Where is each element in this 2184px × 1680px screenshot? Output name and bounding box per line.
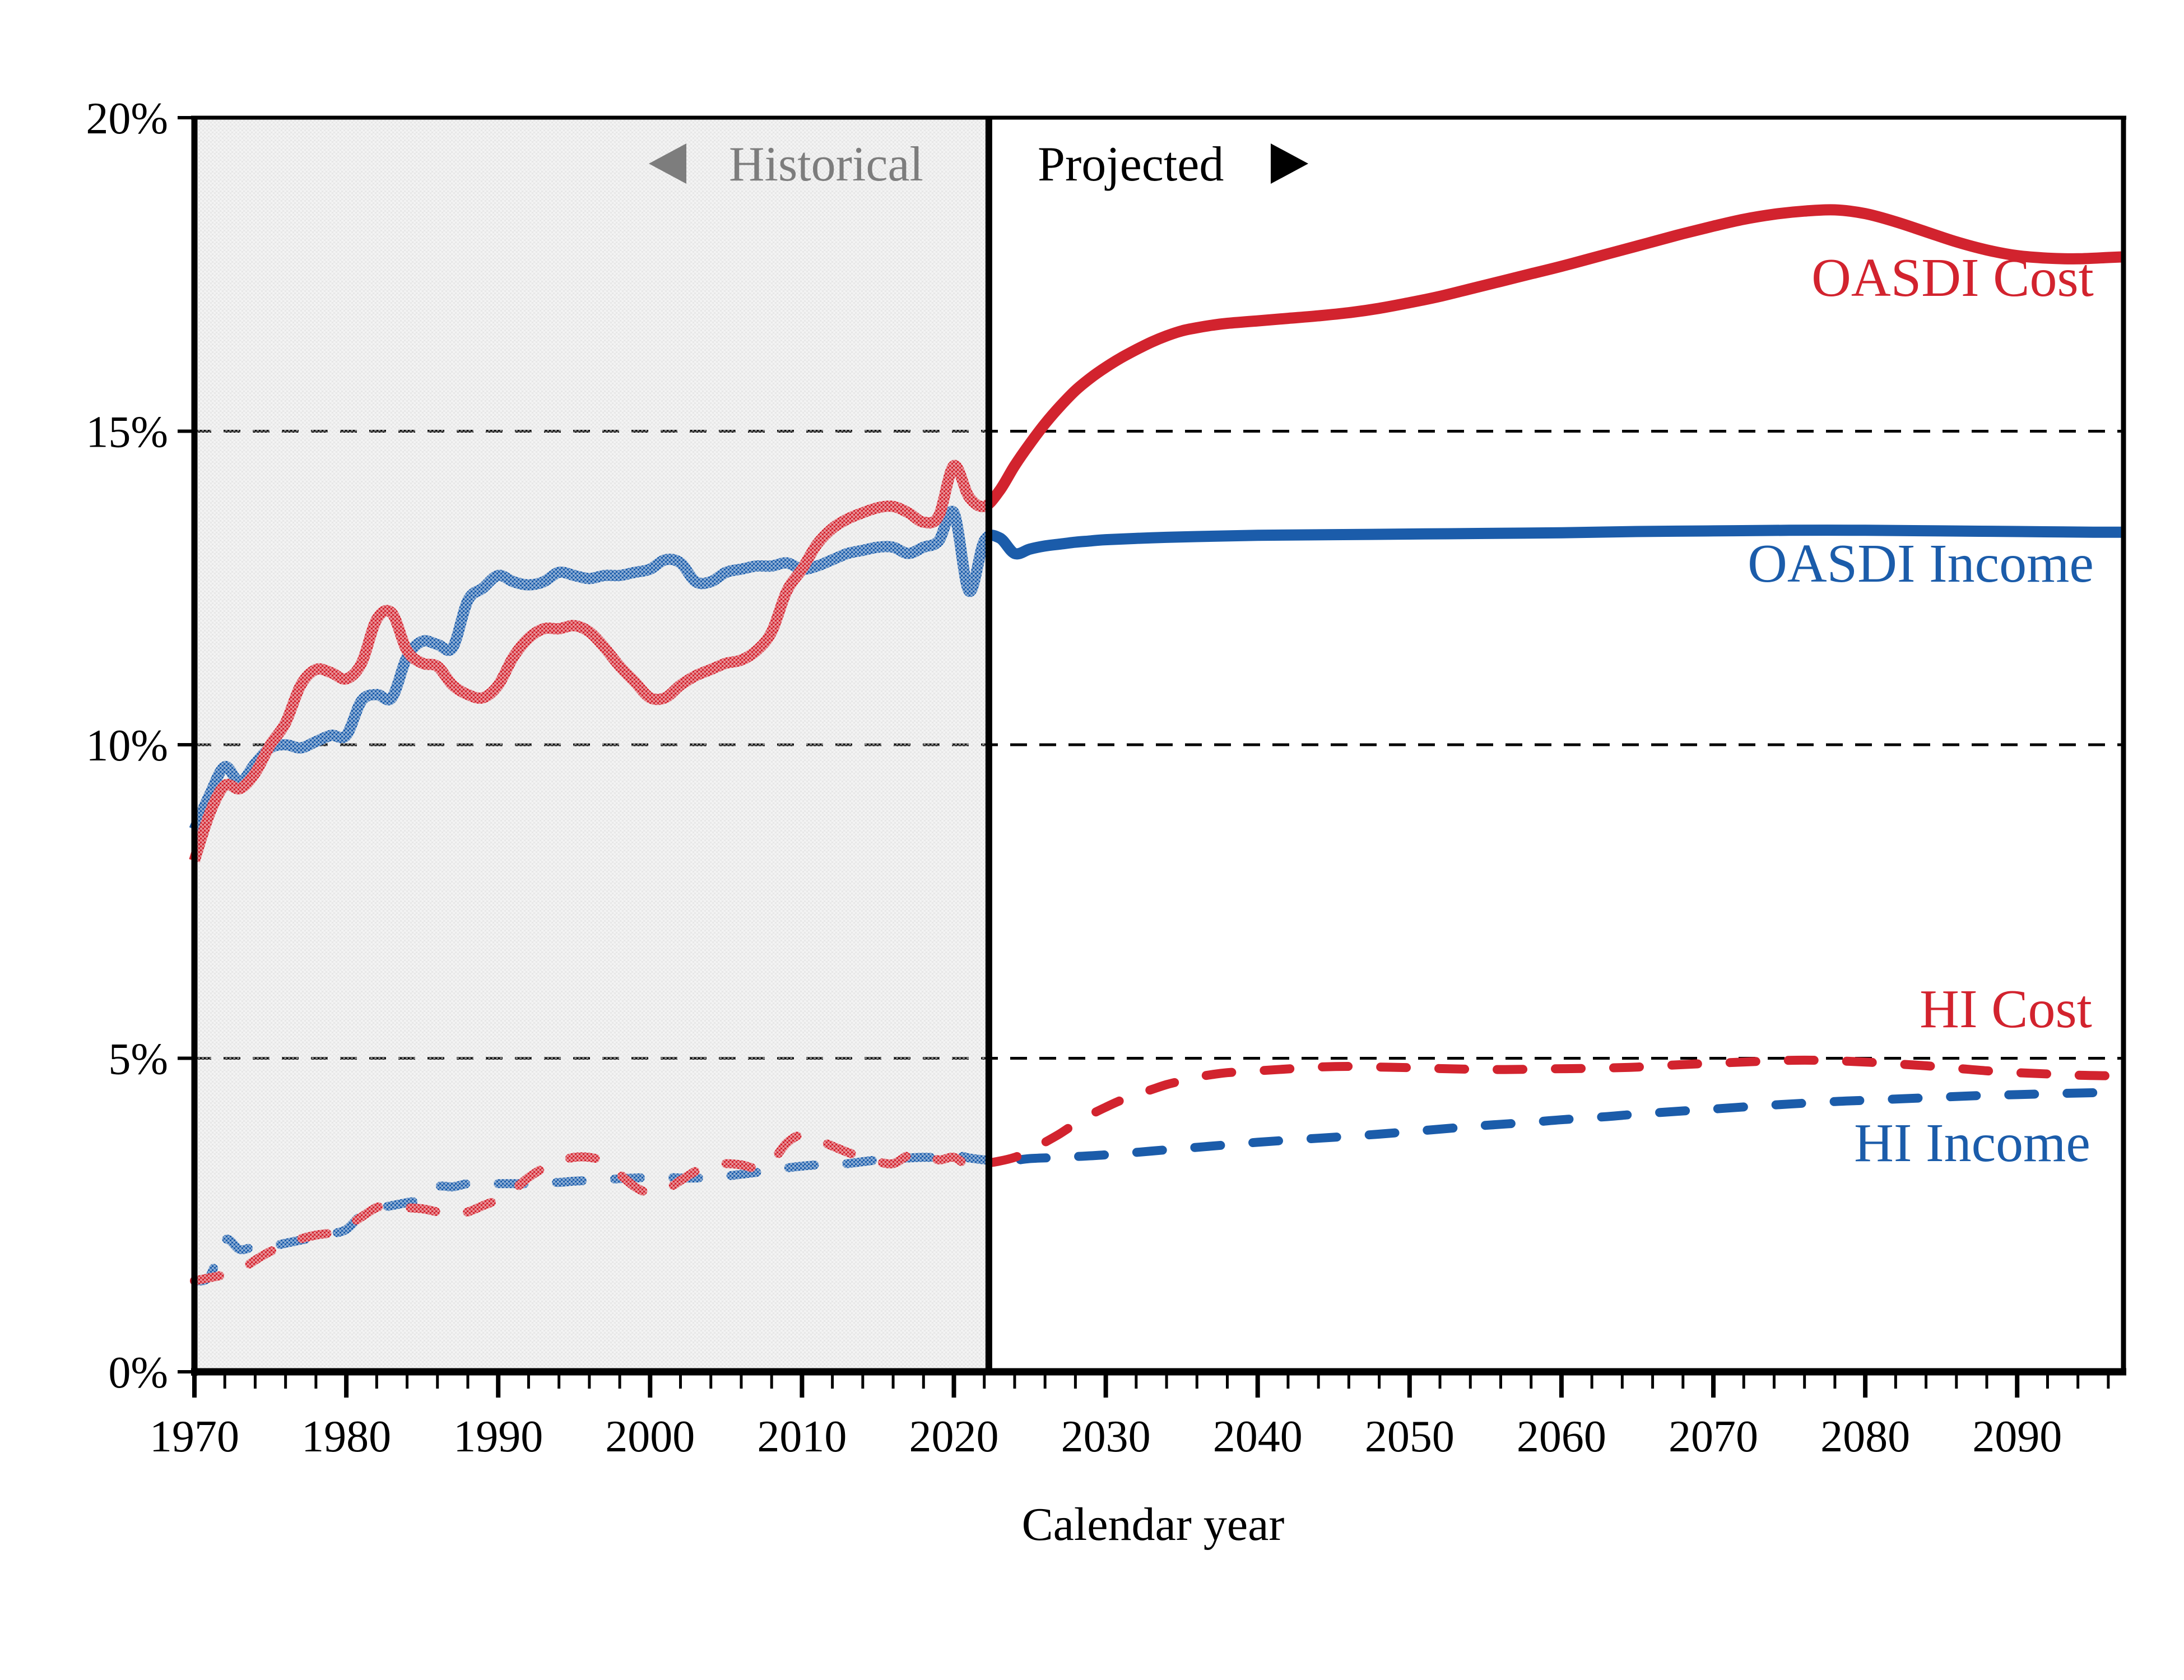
y-tick-label-10%: 10% (86, 721, 168, 771)
projected-arrow-icon (1271, 143, 1308, 184)
axes-and-ticks: 0% 5% 10% 15% 20% 1970 1980 1990 2000 2010 2020 203… (86, 94, 2126, 1461)
x-tick-label-1970: 1970 (150, 1412, 239, 1461)
y-tick-label-20%: 20% (86, 94, 168, 143)
x-tick-label-2050: 2050 (1365, 1412, 1455, 1461)
x-axis-title: Calendar year (1022, 1498, 1285, 1551)
x-tick-label-2090: 2090 (1972, 1412, 2062, 1461)
plot-frame (191, 115, 2126, 1375)
y-tick-label-5%: 5% (108, 1035, 168, 1084)
historical-halftone-overlay (197, 120, 989, 1372)
x-tick-label-2020: 2020 (909, 1412, 999, 1461)
x-tick-label-2040: 2040 (1213, 1412, 1303, 1461)
x-tick-label-2080: 2080 (1820, 1412, 1910, 1461)
x-tick-label-1980: 1980 (301, 1412, 391, 1461)
y-tick-label-15%: 15% (86, 408, 168, 457)
historical-arrow-icon (649, 143, 686, 184)
oasdi-income-series-label: OASDI Income (1748, 533, 2094, 594)
x-tick-label-2070: 2070 (1669, 1412, 1758, 1461)
x-tick-label-2060: 2060 (1517, 1412, 1606, 1461)
x-tick-label-2030: 2030 (1061, 1412, 1151, 1461)
halftone-overlay-group (197, 120, 989, 1372)
y-tick-label-0%: 0% (108, 1348, 168, 1398)
projected-region-label: Projected (1038, 137, 1224, 192)
historical-region-label: Historical (729, 137, 923, 192)
x-tick-label-1990: 1990 (453, 1412, 543, 1461)
x-tick-label-2010: 2010 (757, 1412, 847, 1461)
x-tick-label-2000: 2000 (605, 1412, 695, 1461)
text-labels: Historical Projected OASDI Cost OASDI In… (649, 137, 2094, 1551)
oasdi-cost-series-label: OASDI Cost (1811, 248, 2094, 308)
hi-income-series-label: HI Income (1854, 1113, 2090, 1173)
hi-cost-series-label: HI Cost (1920, 979, 2092, 1039)
